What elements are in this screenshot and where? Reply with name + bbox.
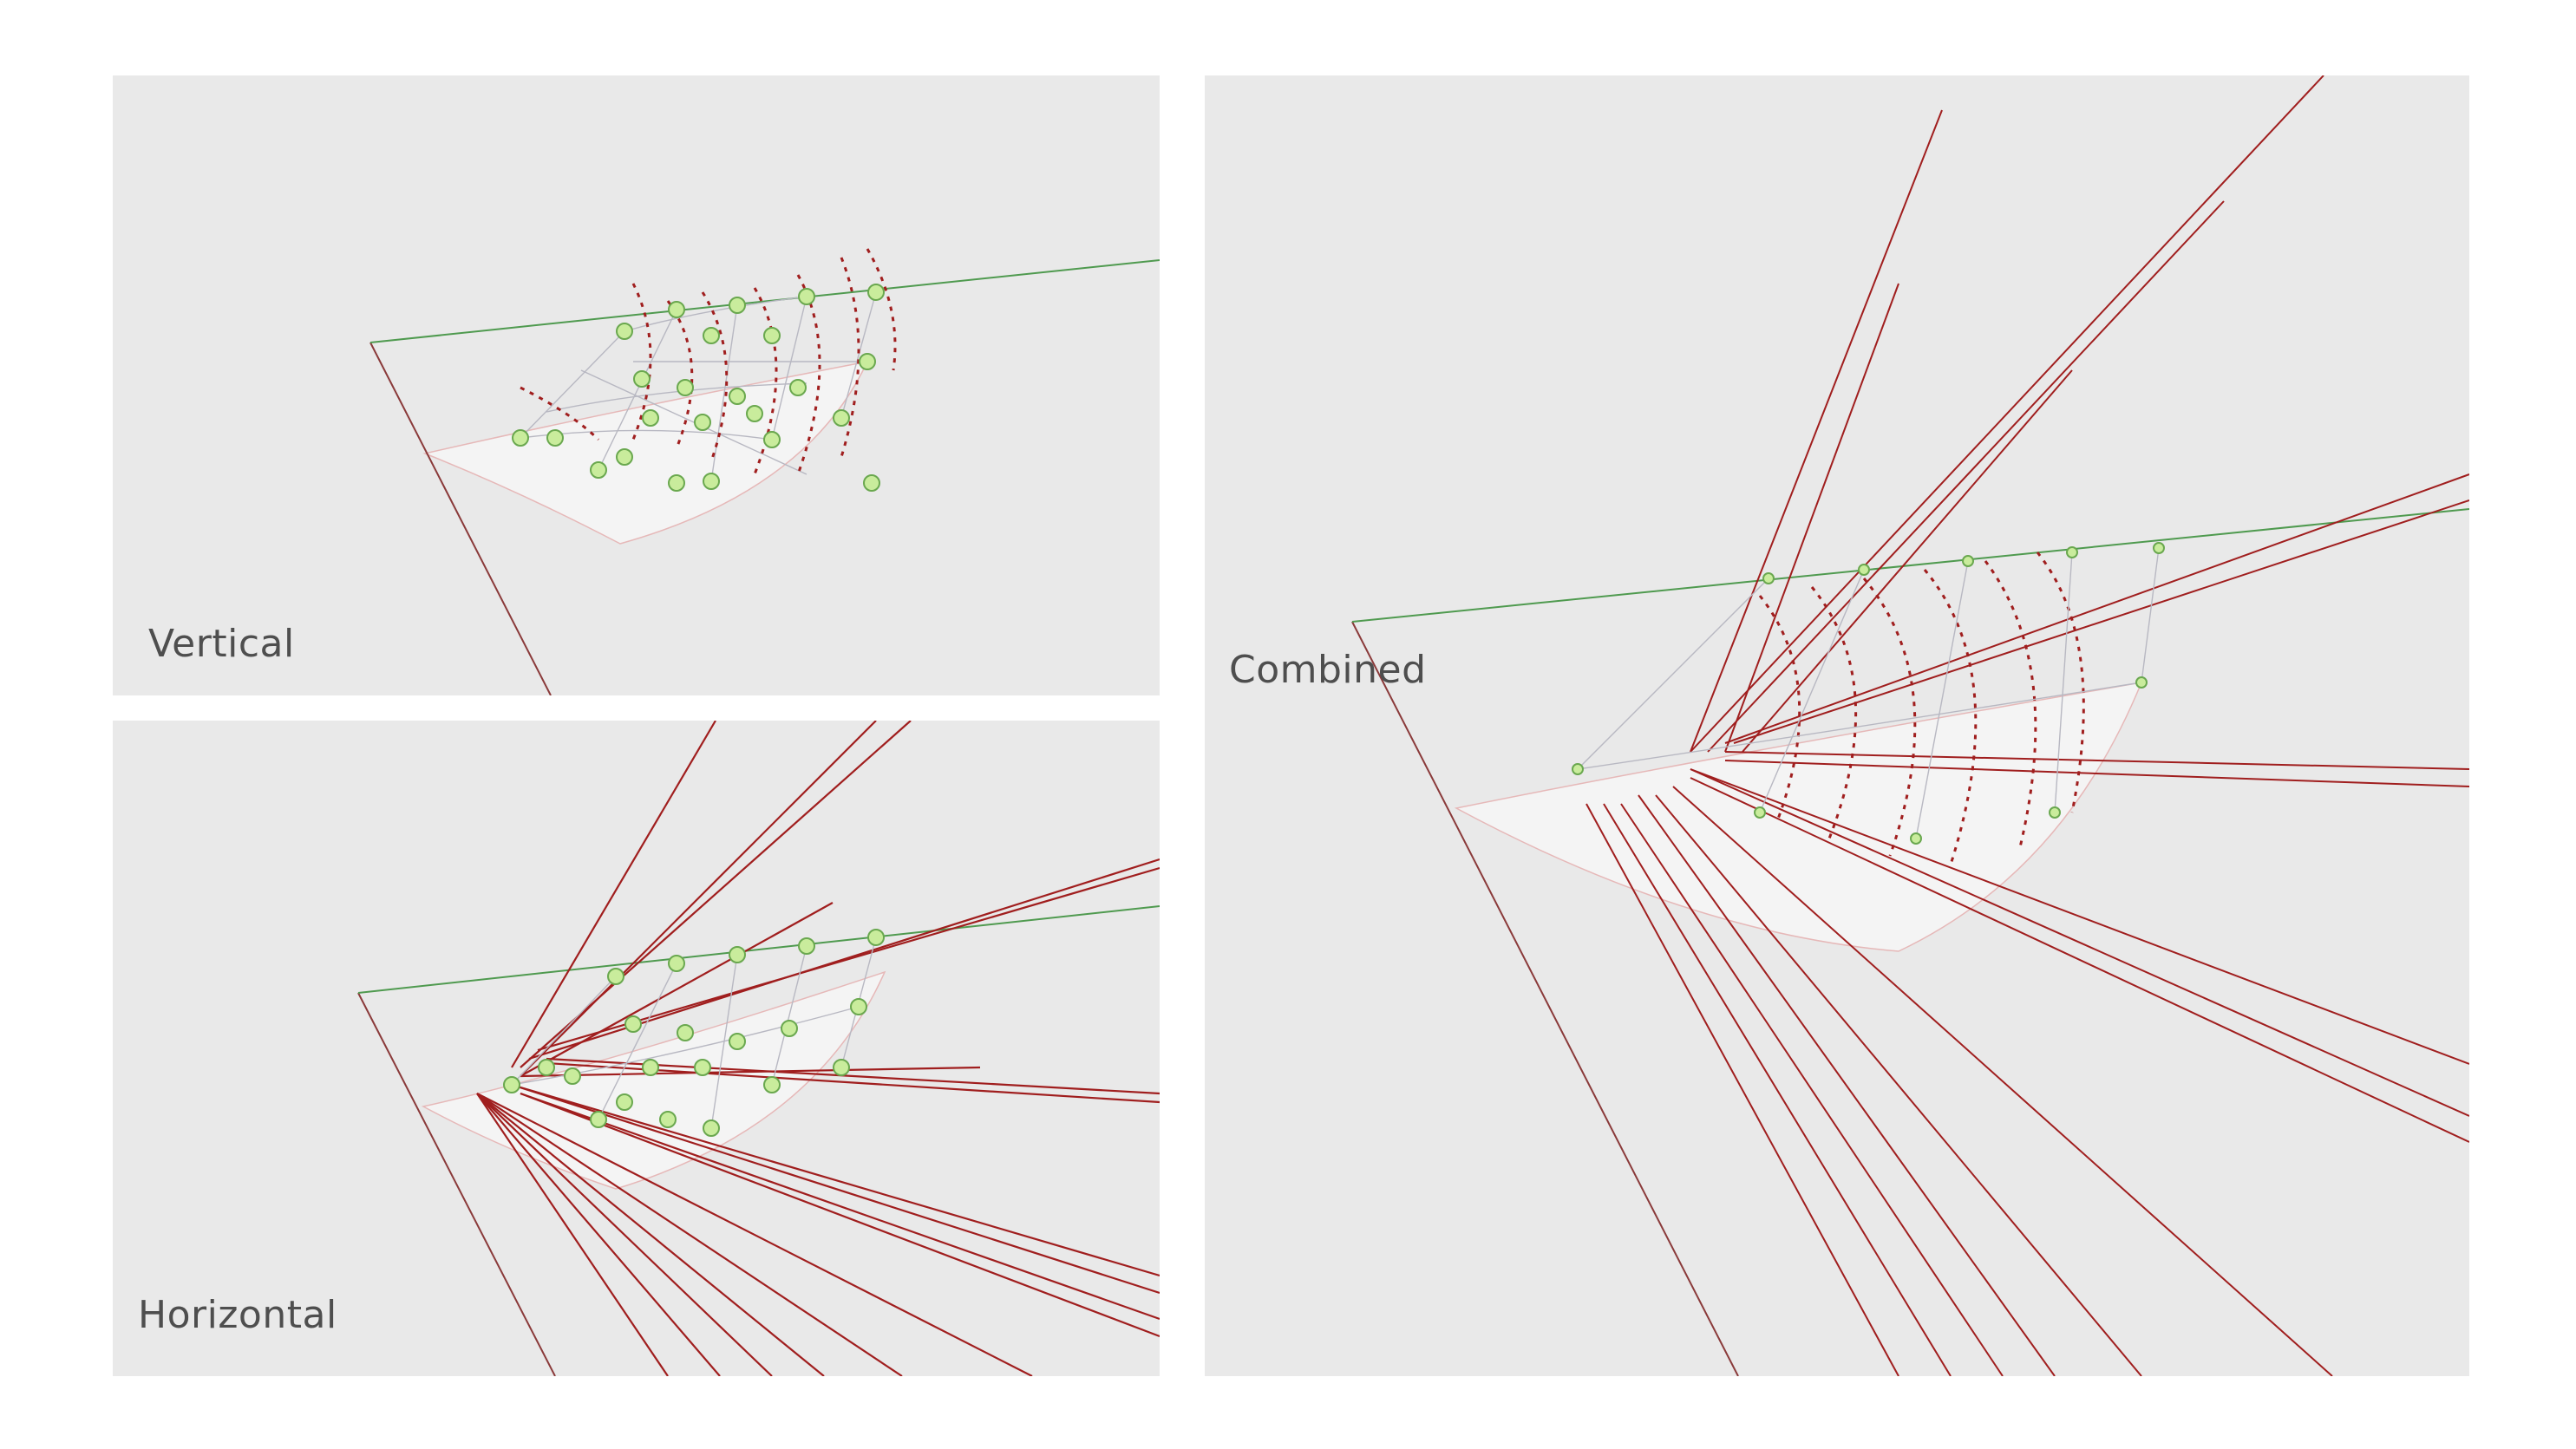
frame-left-edge bbox=[357, 992, 556, 1376]
frame-top-edge bbox=[357, 905, 1160, 994]
frame-left-edge bbox=[369, 342, 552, 695]
frame-top-edge bbox=[1351, 508, 2469, 623]
vertical-members bbox=[1758, 552, 2085, 865]
vertical-panel: Vertical bbox=[113, 75, 1160, 695]
horizontal-panel: Horizontal bbox=[113, 721, 1160, 1376]
vertical-label: Vertical bbox=[148, 622, 295, 666]
node-markers bbox=[512, 284, 885, 492]
combined-panel: Combined bbox=[1205, 75, 2469, 1376]
frame-left-edge bbox=[1351, 621, 1739, 1376]
combined-diagram bbox=[1351, 75, 2469, 1376]
horizontal-label: Horizontal bbox=[138, 1293, 337, 1337]
frame-top-edge bbox=[369, 259, 1160, 343]
horizontal-diagram bbox=[357, 721, 1160, 1376]
mesh-grid bbox=[511, 937, 877, 1129]
node-markers bbox=[1572, 542, 2165, 845]
combined-label: Combined bbox=[1229, 648, 1427, 692]
node-markers bbox=[503, 929, 885, 1137]
vertical-diagram bbox=[369, 248, 1160, 695]
mesh-grid bbox=[1577, 547, 2160, 839]
